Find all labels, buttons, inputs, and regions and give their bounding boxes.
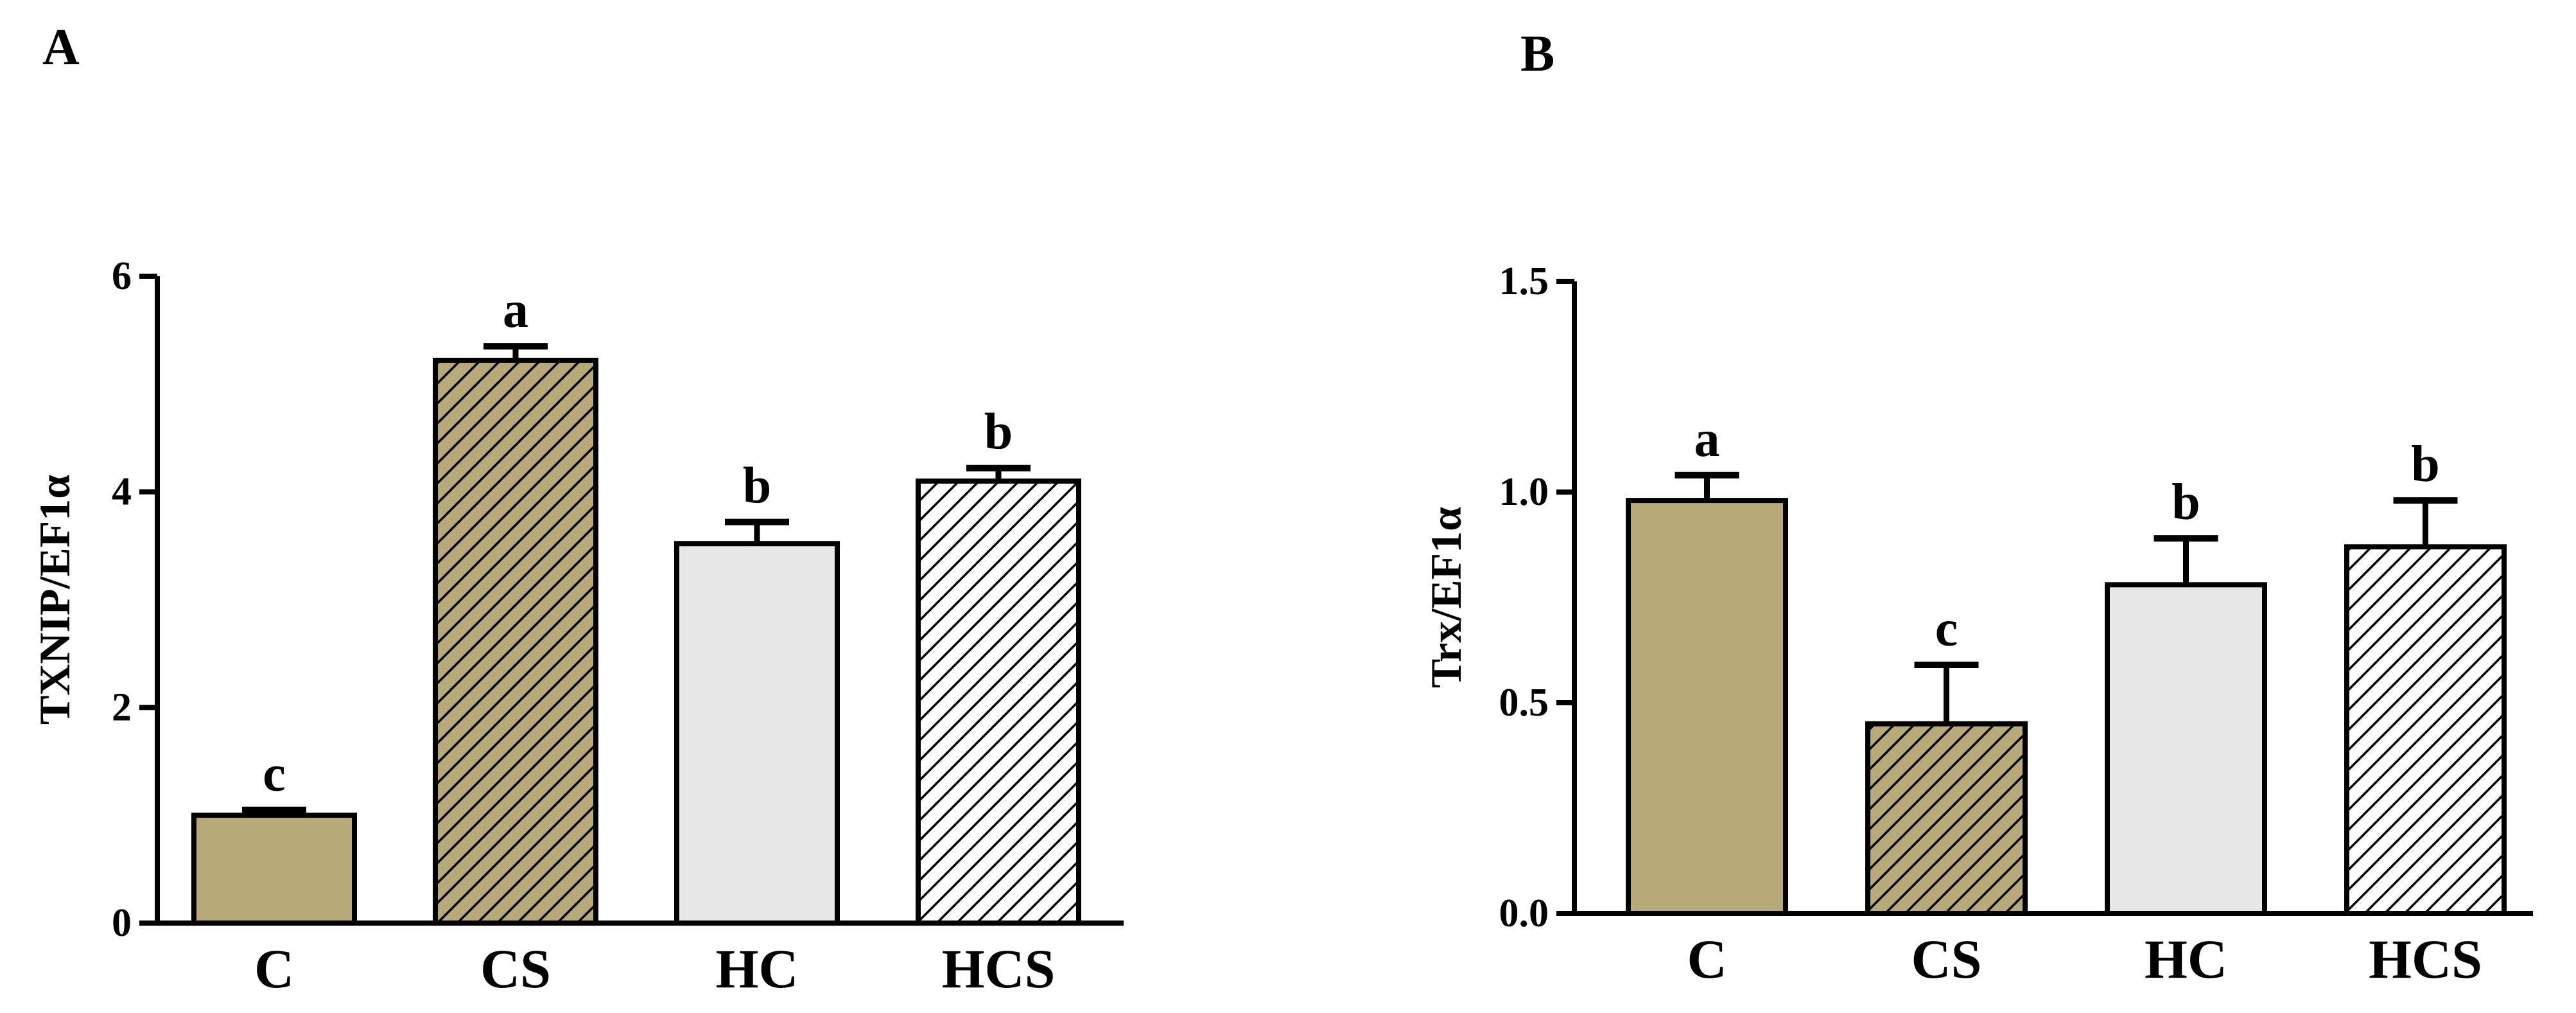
x-category-label: HC	[2145, 928, 2227, 990]
x-category-label: CS	[1911, 928, 1982, 990]
chart-panel-b: B 0.0 0.5 1.0 1.5 Trx/EF1α a Cc CS b HC b HCS	[1422, 26, 2533, 990]
bar	[916, 478, 1081, 926]
significance-letter: a	[1694, 411, 1720, 468]
bar	[2344, 544, 2507, 916]
y-tick-label: 0.5	[1499, 681, 1549, 725]
x-category-label: CS	[480, 938, 551, 1000]
bar	[433, 357, 598, 926]
y-tick-label: 4	[112, 470, 132, 514]
bar	[674, 541, 840, 926]
significance-letter: b	[743, 458, 772, 515]
significance-letter: b	[2171, 474, 2200, 531]
chart-panel-a: A 0 2 4 6 TXNIP/EF1α c Ca CS b HC b HCS	[30, 19, 1124, 1000]
x-category-label: C	[254, 938, 294, 1000]
y-axis-title: TXNIP/EF1α	[30, 475, 79, 725]
significance-letter: c	[1935, 601, 1958, 657]
y-tick-label: 1.5	[1499, 260, 1549, 303]
x-category-label: HC	[716, 938, 799, 1000]
bar	[1865, 721, 2028, 917]
significance-letter: b	[2411, 436, 2440, 493]
bar	[2105, 582, 2267, 916]
y-tick-label: 0	[112, 901, 132, 945]
x-category-label: HCS	[942, 938, 1056, 1000]
bar	[1626, 498, 1788, 916]
bar	[191, 813, 357, 926]
significance-letter: c	[263, 746, 286, 802]
y-tick-label: 2	[112, 685, 132, 729]
y-tick-label: 6	[112, 254, 132, 298]
y-tick-label: 0.0	[1499, 892, 1549, 935]
x-category-label: HCS	[2369, 928, 2482, 990]
significance-letter: a	[503, 282, 528, 339]
y-tick-label: 1.0	[1499, 470, 1549, 514]
panel-label: A	[42, 19, 80, 76]
y-axis-title: Trx/EF1α	[1422, 507, 1470, 688]
panel-label: B	[1520, 26, 1554, 82]
significance-letter: b	[984, 404, 1013, 461]
x-category-label: C	[1687, 928, 1727, 990]
